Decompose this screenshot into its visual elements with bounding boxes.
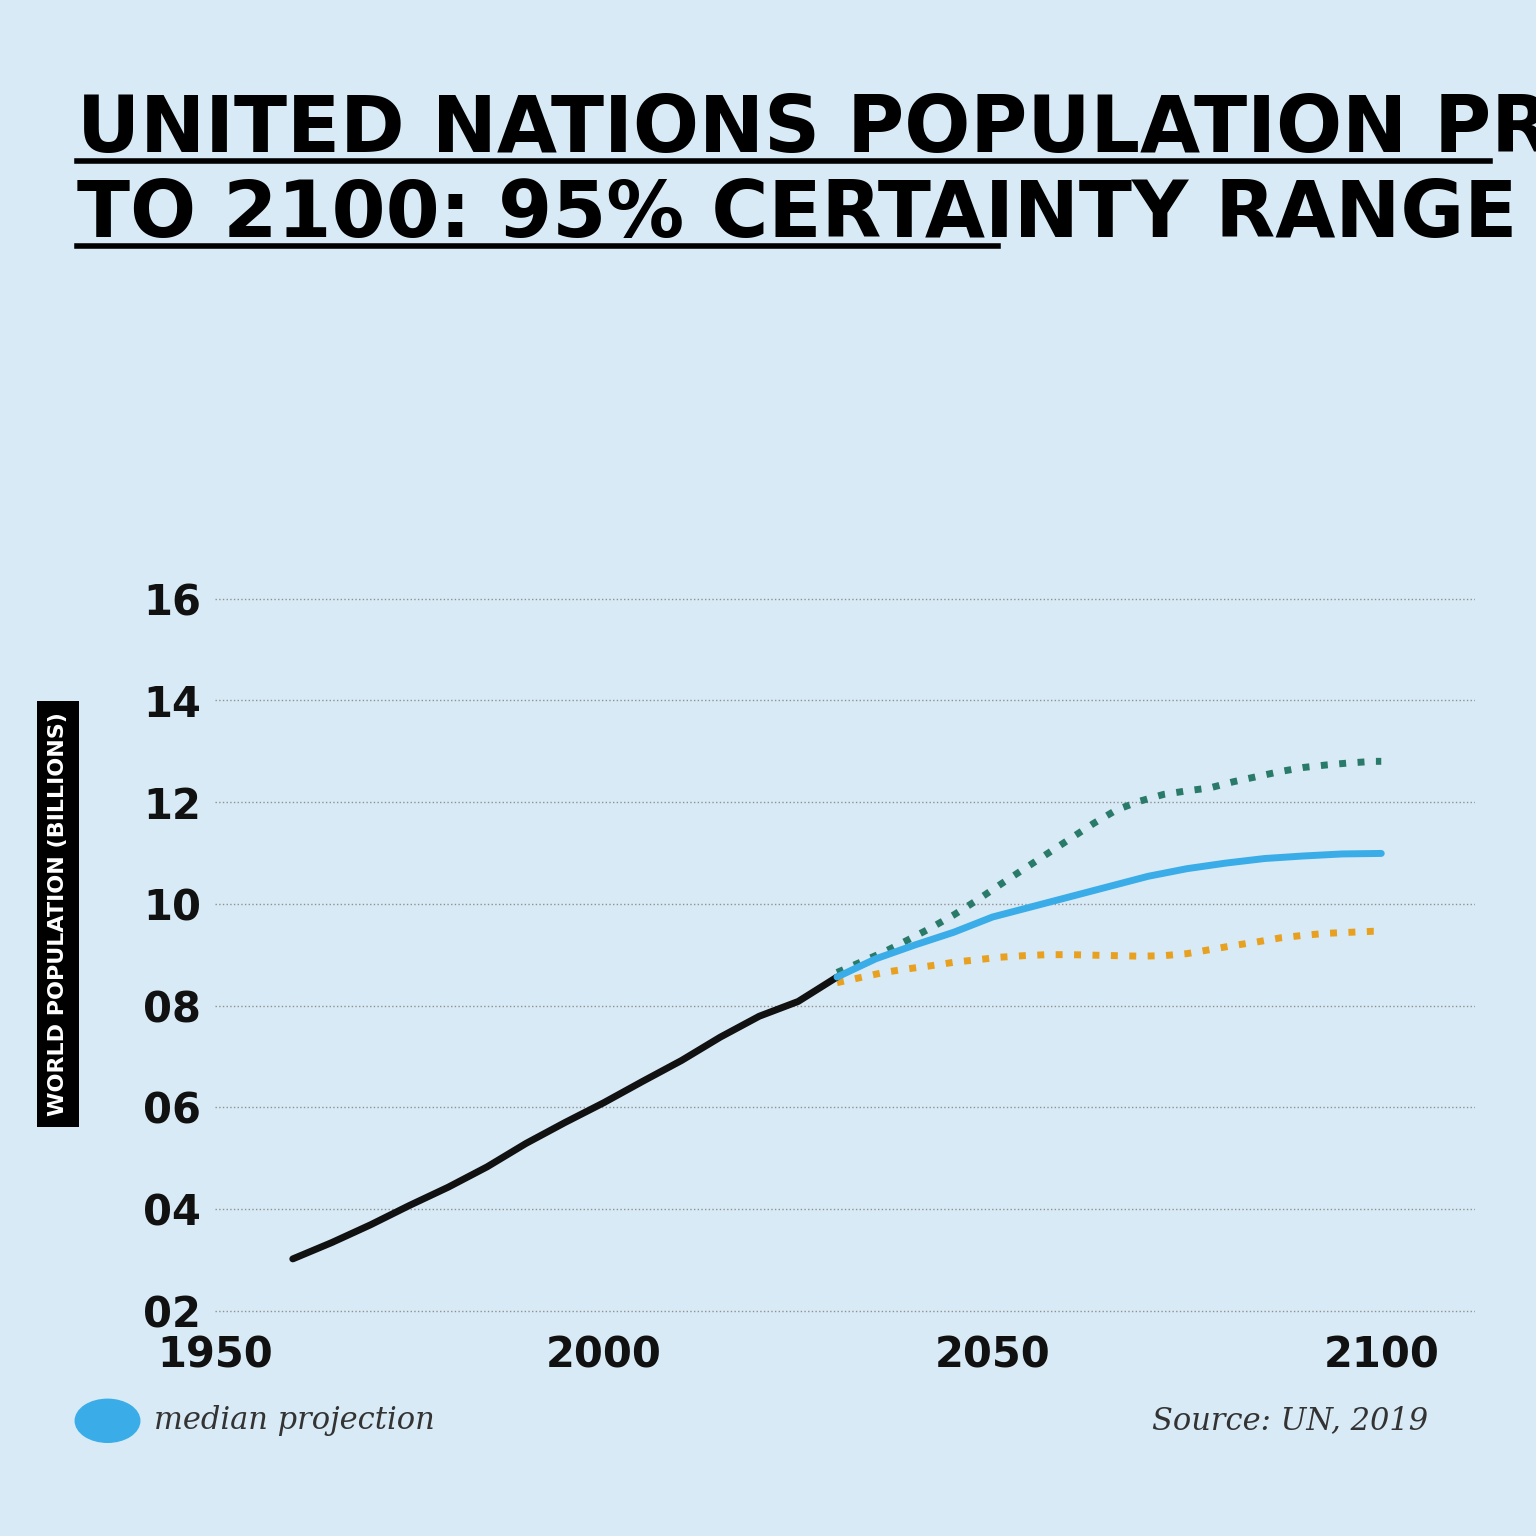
Text: TO 2100: 95% CERTAINTY RANGE: TO 2100: 95% CERTAINTY RANGE: [77, 177, 1518, 252]
Text: UNITED NATIONS POPULATION PROJECTIONS: UNITED NATIONS POPULATION PROJECTIONS: [77, 92, 1536, 167]
Text: median projection: median projection: [154, 1405, 435, 1436]
Text: Source: UN, 2019: Source: UN, 2019: [1152, 1405, 1428, 1436]
Text: WORLD POPULATION (BILLIONS): WORLD POPULATION (BILLIONS): [48, 713, 69, 1115]
